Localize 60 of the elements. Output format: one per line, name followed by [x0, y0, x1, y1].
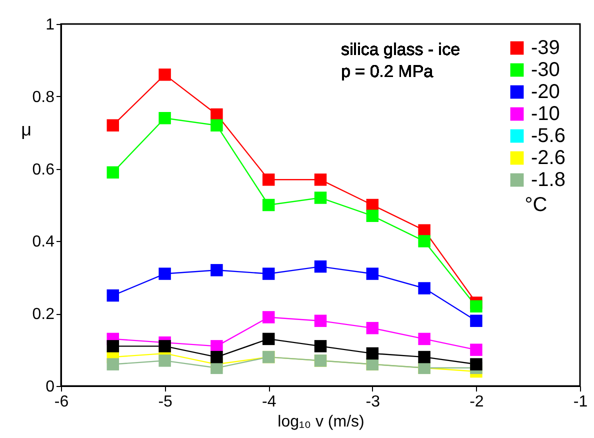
- x-tick-label: -3: [366, 394, 380, 410]
- annotation: p = 0.2 MPa: [341, 62, 434, 81]
- x-tick-label: -4: [262, 394, 276, 410]
- point: [158, 354, 171, 367]
- legend-label: -1.8: [531, 169, 566, 191]
- point: [262, 311, 275, 324]
- point: [418, 235, 430, 248]
- x-axis-title: log₁₀ v (m/s): [278, 414, 364, 430]
- y-tick-label: 0.6: [32, 161, 55, 178]
- legend-label: -20: [531, 81, 560, 103]
- legend-label: -10: [531, 103, 560, 125]
- point: [210, 350, 223, 364]
- point: [418, 350, 430, 364]
- point: [262, 198, 275, 212]
- point: [314, 174, 327, 186]
- x-tick-label: -5: [158, 394, 173, 410]
- legend-label: -5.6: [531, 125, 566, 147]
- x-tick-label: -1: [573, 394, 588, 410]
- point: [314, 314, 327, 327]
- x-tick-label: -2: [470, 394, 484, 410]
- y-tick-label: 1: [46, 16, 55, 34]
- point: [314, 192, 327, 204]
- point: [418, 282, 430, 294]
- point: [366, 210, 379, 222]
- point: [366, 268, 379, 280]
- point: [106, 358, 120, 370]
- y-tick-label: 0.4: [32, 234, 55, 251]
- point: [106, 289, 120, 302]
- point: [470, 300, 482, 312]
- point: [210, 264, 223, 276]
- point: [470, 314, 482, 327]
- point: [262, 268, 275, 280]
- point: [210, 362, 223, 374]
- point: [366, 347, 379, 360]
- point: [314, 340, 327, 352]
- point: [262, 332, 275, 346]
- annotation: silica glass - ice: [341, 40, 460, 59]
- y-tick-label: 0.2: [32, 306, 55, 324]
- point: [210, 119, 223, 132]
- point: [158, 112, 171, 124]
- point: [106, 119, 120, 132]
- point: [262, 174, 275, 186]
- point: [366, 322, 379, 334]
- point: [470, 358, 482, 370]
- point: [158, 340, 171, 352]
- point: [418, 332, 430, 346]
- legend-label: -39: [531, 37, 560, 59]
- point: [314, 260, 327, 273]
- legend-label: -2.6: [531, 147, 566, 169]
- y-tick-label: 0.8: [32, 88, 55, 106]
- y-axis-title: μ: [21, 120, 32, 140]
- legend-label: -30: [531, 59, 560, 81]
- point: [106, 340, 120, 352]
- y-tick-label: 0: [46, 378, 55, 396]
- point: [158, 268, 171, 280]
- point: [470, 344, 482, 356]
- x-tick-label: -6: [54, 394, 69, 410]
- point: [106, 166, 120, 179]
- legend-title: °C: [524, 194, 548, 216]
- point: [158, 68, 171, 81]
